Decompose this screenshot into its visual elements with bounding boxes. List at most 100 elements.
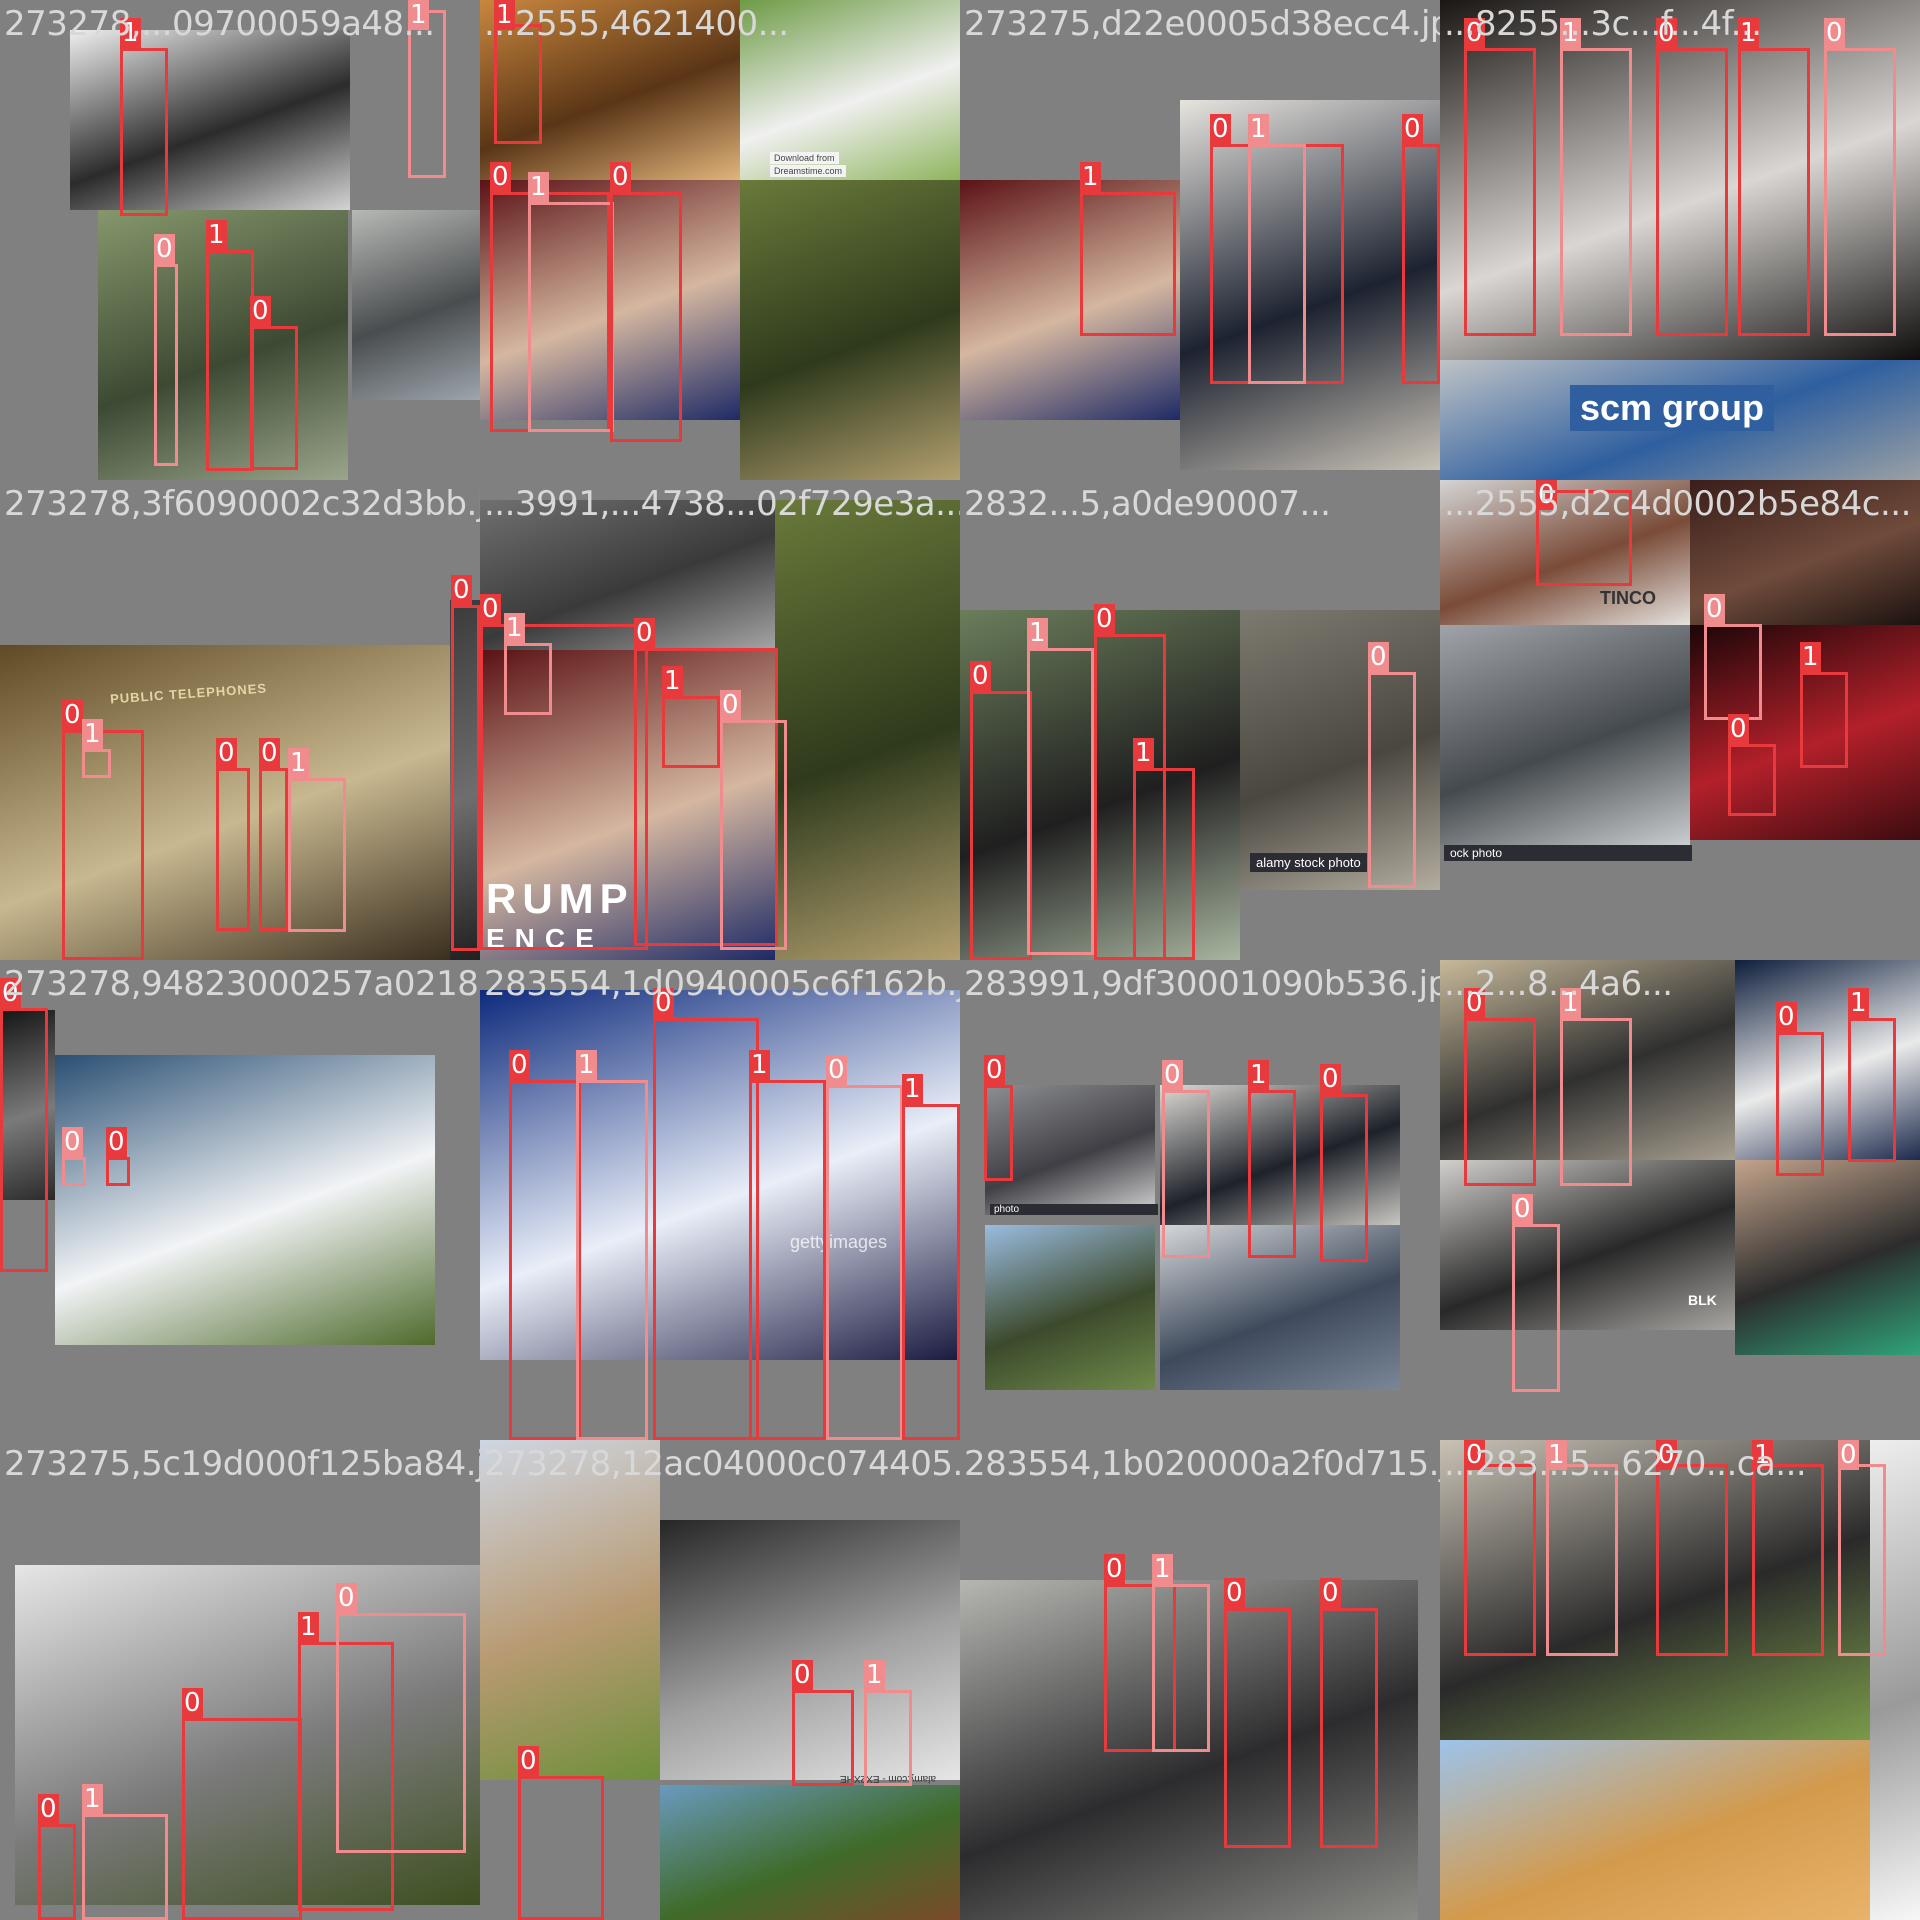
- class-label: 0: [1464, 988, 1485, 1018]
- detection-box: [1656, 48, 1728, 336]
- photo: [1735, 960, 1920, 1160]
- detection-box: [984, 1085, 1013, 1181]
- photo: [1440, 960, 1735, 1160]
- class-label: 0: [826, 1055, 847, 1085]
- photo: [480, 990, 960, 1360]
- photo: [15, 1565, 480, 1905]
- detection-box: [1800, 672, 1848, 768]
- detection-box: [1464, 1018, 1536, 1186]
- detection-box: [504, 643, 552, 715]
- detection-box: [1248, 1090, 1296, 1258]
- class-label: 0: [1704, 594, 1725, 624]
- photo: [1440, 0, 1920, 360]
- photo: [55, 1055, 435, 1345]
- detection-box: [1104, 1584, 1176, 1752]
- photo: [0, 645, 450, 960]
- class-label: 1: [298, 1612, 319, 1642]
- detection-box: [576, 1080, 648, 1440]
- tile-title: 273275,5c19d000f125ba84.jpg: [4, 1444, 480, 1484]
- detection-box: [1320, 1608, 1378, 1848]
- photo: [1160, 1225, 1400, 1390]
- watermark-text: Dreamstime.com: [770, 165, 847, 177]
- class-label: 1: [576, 1050, 597, 1080]
- class-label: 1: [408, 0, 429, 30]
- class-label: 0: [106, 1127, 127, 1157]
- tile-title: 2832...5,a0de90007...: [964, 484, 1331, 524]
- detection-box: [1162, 1090, 1210, 1258]
- detection-box: [1368, 672, 1416, 888]
- tile: BLK ...2...8...4a6... 0 1 0 1 0: [1440, 960, 1920, 1440]
- photo: [740, 0, 960, 180]
- detection-box: [1320, 1094, 1368, 1262]
- class-label: 1: [662, 666, 683, 696]
- watermark-text: BLK: [1688, 1292, 1717, 1308]
- detection-box: [1560, 48, 1632, 336]
- detection-box: [1824, 48, 1896, 336]
- class-label: 1: [902, 1074, 923, 1104]
- class-label: 1: [1560, 988, 1581, 1018]
- class-label: 1: [494, 0, 515, 30]
- detection-box: [106, 1157, 130, 1186]
- detection-box: [298, 1642, 394, 1911]
- class-label: 0: [1320, 1578, 1341, 1608]
- class-label: 0: [1824, 18, 1845, 48]
- photo: [1180, 100, 1440, 470]
- photo: [740, 180, 960, 480]
- detection-box: [749, 1080, 826, 1440]
- detection-box: [120, 48, 168, 216]
- detection-box: [250, 326, 298, 470]
- detection-box: [1094, 634, 1166, 960]
- class-label: 1: [864, 1660, 885, 1690]
- detection-box: [864, 1690, 912, 1786]
- tile-title: ...8255...3c...f...4f...: [1444, 4, 1762, 44]
- class-label: 0: [490, 162, 511, 192]
- tile-title: 273278,3f6090002c32d3bb.jpg: [4, 484, 480, 524]
- detection-box: [720, 720, 787, 950]
- class-label: 1: [120, 18, 141, 48]
- detection-box: [451, 605, 480, 951]
- detection-box: [1848, 1018, 1896, 1162]
- class-label: 0: [792, 1660, 813, 1690]
- photo: [1440, 1440, 1870, 1740]
- photo: [480, 1440, 660, 1780]
- photo: [450, 600, 480, 960]
- class-label: 1: [528, 172, 549, 202]
- class-label: 0: [634, 618, 655, 648]
- detection-box: [1536, 490, 1632, 586]
- class-label: 0: [1162, 1060, 1183, 1090]
- class-label: 1: [288, 748, 309, 778]
- tile-title: ...3991,...4738...02f729e3a...: [484, 484, 960, 524]
- photo: [70, 30, 350, 210]
- class-label: 1: [1752, 1440, 1773, 1470]
- detection-box: [62, 730, 144, 960]
- class-label: 0: [1402, 114, 1423, 144]
- class-label: 0: [1512, 1194, 1533, 1224]
- tile: Download from Dreamstime.com ...2555,462…: [480, 0, 960, 480]
- class-label: 1: [1152, 1554, 1173, 1584]
- photo: [660, 1785, 960, 1920]
- watermark-text: RUMP: [486, 875, 634, 922]
- class-label: 1: [1080, 162, 1101, 192]
- class-label: 0: [259, 738, 280, 768]
- class-label: 0: [182, 1688, 203, 1718]
- tile: ...283...5...6270...ca... 0 1 0 1 0: [1440, 1440, 1920, 1920]
- detection-box: [1738, 48, 1810, 336]
- photo: [1440, 480, 1690, 625]
- photo: [98, 210, 348, 480]
- detection-box: [970, 691, 1032, 960]
- class-label: 1: [1800, 642, 1821, 672]
- class-label: 0: [1368, 642, 1389, 672]
- class-label: 0: [720, 690, 741, 720]
- detection-box: [1402, 144, 1440, 384]
- detection-box: [480, 624, 648, 950]
- class-label: 0: [451, 575, 472, 605]
- photo: [1870, 1440, 1920, 1920]
- tile: RUMP ENCE ...3991,...4738...02f729e3a...…: [480, 480, 960, 960]
- detection-box: [1560, 1018, 1632, 1186]
- tile-title: 273278,...09700059a48...: [4, 4, 435, 44]
- photo: [1160, 1085, 1400, 1225]
- detection-box: [182, 1718, 302, 1920]
- tile: alamy.com - EX2XHE 273278,12ac04000c0744…: [480, 1440, 960, 1920]
